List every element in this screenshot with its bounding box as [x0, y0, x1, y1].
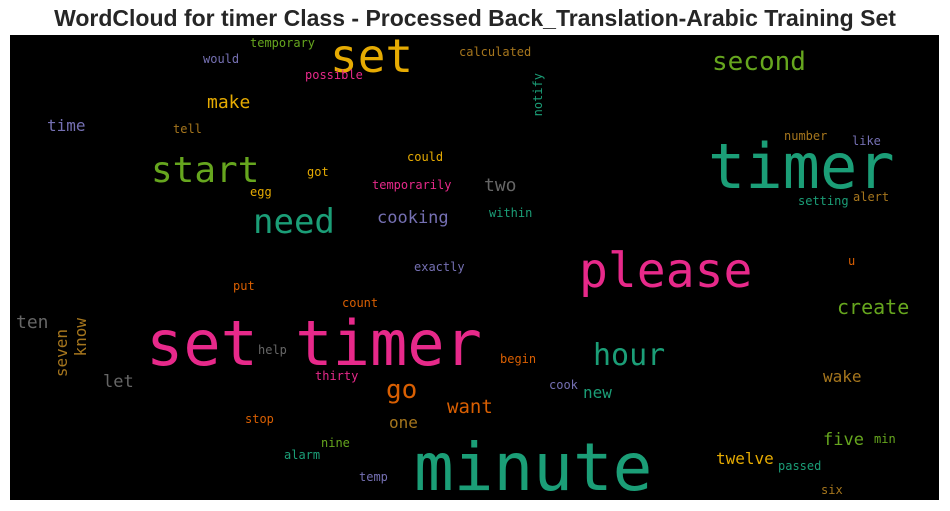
- word-number: number: [784, 129, 828, 143]
- wordcloud-canvas: set timer minute timer please set start need ho…: [10, 35, 939, 500]
- word-like: like: [852, 134, 881, 148]
- word-egg: egg: [250, 185, 272, 199]
- word-please: please: [579, 243, 753, 299]
- word-cooking: cooking: [377, 208, 449, 228]
- word-hour: hour: [593, 338, 666, 373]
- word-temporary: temporary: [250, 36, 316, 50]
- word-set: set: [330, 35, 414, 83]
- word-second: second: [712, 47, 806, 77]
- word-time: time: [47, 116, 86, 135]
- word-six: six: [821, 483, 843, 497]
- word-want: want: [447, 396, 493, 418]
- word-could: could: [407, 150, 444, 164]
- word-possible: possible: [305, 68, 363, 82]
- word-cook: cook: [549, 378, 578, 392]
- word-set-timer: set timer: [146, 307, 482, 380]
- word-temporarily: temporarily: [372, 178, 452, 192]
- word-exactly: exactly: [414, 260, 465, 274]
- word-begin: begin: [500, 352, 537, 366]
- word-one: one: [389, 413, 418, 432]
- word-minute: minute: [414, 429, 653, 501]
- word-know: know: [71, 318, 90, 357]
- word-let: let: [103, 372, 134, 392]
- word-make: make: [207, 92, 251, 113]
- word-got: got: [307, 165, 329, 179]
- word-new: new: [583, 383, 612, 402]
- word-nine: nine: [321, 436, 350, 450]
- word-create: create: [837, 295, 910, 319]
- word-wake: wake: [823, 367, 862, 386]
- word-seven: seven: [52, 329, 71, 378]
- word-help: help: [258, 343, 287, 357]
- word-timer: timer: [708, 130, 895, 203]
- word-count: count: [342, 296, 379, 310]
- word-stop: stop: [245, 412, 274, 426]
- word-thirty: thirty: [315, 369, 359, 383]
- word-need: need: [253, 202, 335, 242]
- word-tell: tell: [173, 122, 202, 136]
- word-within: within: [489, 206, 533, 220]
- chart-title: WordCloud for timer Class - Processed Ba…: [54, 5, 896, 31]
- word-setting: setting: [798, 194, 849, 208]
- word-five: five: [823, 430, 864, 450]
- word-notify: notify: [531, 73, 545, 117]
- word-calculated: calculated: [459, 45, 532, 59]
- word-alert: alert: [853, 190, 890, 204]
- word-put: put: [233, 279, 255, 293]
- word-start: start: [151, 150, 260, 191]
- word-two: two: [484, 175, 517, 196]
- word-go: go: [386, 375, 418, 405]
- word-would: would: [203, 52, 240, 66]
- word-passed: passed: [778, 459, 822, 473]
- word-temp: temp: [359, 470, 388, 484]
- word-ten: ten: [16, 312, 49, 333]
- word-min: min: [874, 432, 896, 446]
- word-u: u: [848, 254, 856, 268]
- word-alarm: alarm: [284, 448, 321, 462]
- word-twelve: twelve: [716, 449, 774, 468]
